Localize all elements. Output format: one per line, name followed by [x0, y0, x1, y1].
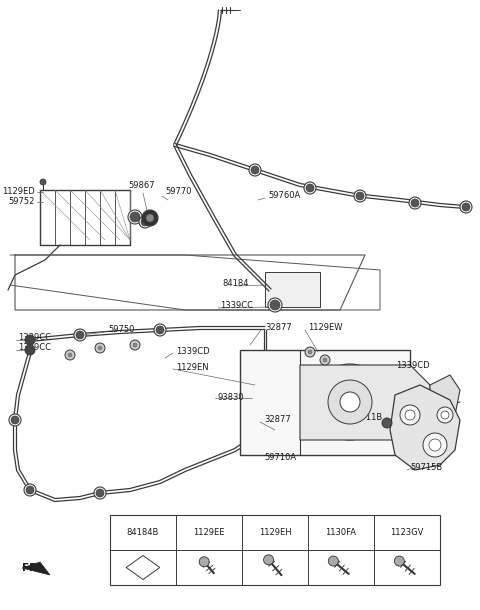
Text: 1339CD: 1339CD	[396, 361, 430, 370]
Circle shape	[411, 199, 419, 207]
Text: 32877: 32877	[265, 323, 292, 332]
Circle shape	[156, 326, 164, 334]
Circle shape	[65, 350, 75, 360]
Text: 1129EW: 1129EW	[308, 323, 343, 332]
Circle shape	[26, 486, 34, 494]
Circle shape	[462, 203, 470, 211]
Circle shape	[94, 487, 106, 499]
Polygon shape	[300, 365, 430, 440]
Circle shape	[264, 555, 274, 565]
Text: 93830: 93830	[218, 393, 245, 403]
Circle shape	[96, 489, 104, 497]
Text: 59760A: 59760A	[268, 190, 300, 199]
Text: 1129EE: 1129EE	[193, 528, 225, 537]
Bar	[110, 515, 440, 585]
Text: 84184B: 84184B	[127, 528, 159, 537]
Circle shape	[98, 346, 102, 350]
Circle shape	[130, 340, 140, 350]
Circle shape	[441, 411, 449, 419]
Circle shape	[133, 343, 137, 347]
Circle shape	[25, 345, 35, 355]
Polygon shape	[126, 556, 160, 580]
Text: 59711B: 59711B	[350, 414, 382, 423]
Circle shape	[340, 392, 360, 412]
Circle shape	[328, 556, 338, 566]
Circle shape	[328, 380, 372, 424]
Text: 59710A: 59710A	[264, 453, 296, 462]
Text: FR.: FR.	[22, 563, 41, 573]
Circle shape	[25, 335, 35, 345]
Polygon shape	[430, 375, 460, 430]
Text: 1339CC: 1339CC	[220, 301, 253, 310]
Circle shape	[24, 484, 36, 496]
Circle shape	[76, 331, 84, 339]
Circle shape	[95, 343, 105, 353]
Circle shape	[423, 433, 447, 457]
Circle shape	[154, 324, 166, 336]
Circle shape	[354, 190, 366, 202]
Circle shape	[68, 353, 72, 357]
Text: 1129ED: 1129ED	[2, 187, 35, 196]
Text: 59715B: 59715B	[410, 464, 442, 473]
Circle shape	[382, 418, 392, 428]
Circle shape	[139, 216, 151, 228]
Text: 59750: 59750	[108, 326, 134, 334]
Text: 84184: 84184	[222, 279, 249, 289]
Bar	[265, 272, 320, 307]
Circle shape	[128, 210, 142, 224]
Circle shape	[305, 347, 315, 357]
Circle shape	[437, 407, 453, 423]
Circle shape	[312, 364, 388, 440]
Circle shape	[9, 414, 21, 426]
Text: 1129EH: 1129EH	[259, 528, 291, 537]
Circle shape	[270, 300, 280, 310]
Circle shape	[74, 329, 86, 341]
Text: 1130FA: 1130FA	[325, 528, 357, 537]
Text: 1123GV: 1123GV	[390, 528, 424, 537]
Text: 59770: 59770	[165, 187, 192, 196]
Circle shape	[11, 416, 19, 424]
Polygon shape	[22, 562, 50, 575]
Circle shape	[146, 214, 154, 222]
Circle shape	[199, 557, 209, 567]
Circle shape	[356, 192, 364, 200]
Circle shape	[409, 197, 421, 209]
Circle shape	[304, 182, 316, 194]
Circle shape	[405, 410, 415, 420]
Circle shape	[429, 439, 441, 451]
Text: 1339CC: 1339CC	[18, 343, 51, 353]
Circle shape	[306, 184, 314, 192]
Circle shape	[130, 212, 140, 222]
Circle shape	[395, 556, 404, 566]
Text: 32877: 32877	[264, 415, 291, 425]
Text: 59752: 59752	[9, 198, 35, 207]
Circle shape	[40, 179, 46, 185]
Circle shape	[323, 358, 327, 362]
Polygon shape	[390, 385, 460, 470]
Circle shape	[141, 218, 149, 226]
Text: 1339CC: 1339CC	[18, 334, 51, 342]
Text: 1129EN: 1129EN	[176, 364, 209, 373]
Circle shape	[251, 166, 259, 174]
Bar	[240, 350, 410, 455]
Text: 1339CD: 1339CD	[176, 348, 210, 356]
Circle shape	[142, 210, 158, 226]
Circle shape	[308, 350, 312, 354]
Text: 59867: 59867	[128, 182, 155, 190]
Circle shape	[400, 405, 420, 425]
Circle shape	[249, 164, 261, 176]
Circle shape	[268, 298, 282, 312]
Circle shape	[460, 201, 472, 213]
Circle shape	[320, 355, 330, 365]
